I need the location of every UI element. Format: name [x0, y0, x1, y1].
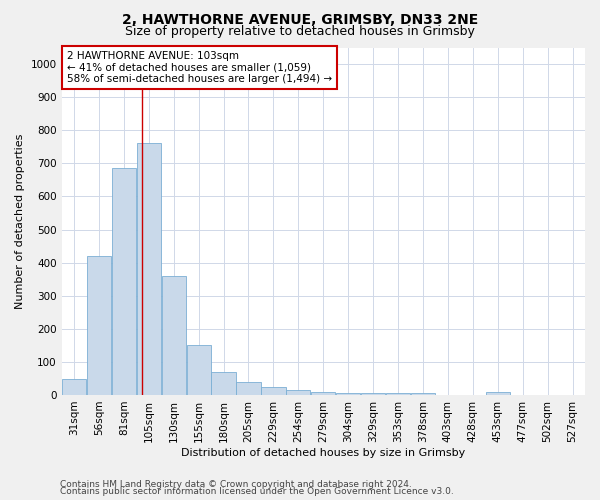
- Text: Contains public sector information licensed under the Open Government Licence v3: Contains public sector information licen…: [60, 488, 454, 496]
- X-axis label: Distribution of detached houses by size in Grimsby: Distribution of detached houses by size …: [181, 448, 466, 458]
- Bar: [411, 394, 435, 395]
- Y-axis label: Number of detached properties: Number of detached properties: [15, 134, 25, 309]
- Text: Contains HM Land Registry data © Crown copyright and database right 2024.: Contains HM Land Registry data © Crown c…: [60, 480, 412, 489]
- Bar: [262, 386, 286, 395]
- Bar: [187, 346, 211, 395]
- Bar: [286, 390, 310, 395]
- Bar: [236, 382, 260, 395]
- Bar: [386, 394, 410, 395]
- Bar: [137, 144, 161, 395]
- Bar: [311, 392, 335, 395]
- Bar: [161, 276, 186, 395]
- Bar: [336, 394, 360, 395]
- Bar: [112, 168, 136, 395]
- Bar: [361, 394, 385, 395]
- Bar: [485, 392, 510, 395]
- Text: 2, HAWTHORNE AVENUE, GRIMSBY, DN33 2NE: 2, HAWTHORNE AVENUE, GRIMSBY, DN33 2NE: [122, 12, 478, 26]
- Text: Size of property relative to detached houses in Grimsby: Size of property relative to detached ho…: [125, 25, 475, 38]
- Text: 2 HAWTHORNE AVENUE: 103sqm
← 41% of detached houses are smaller (1,059)
58% of s: 2 HAWTHORNE AVENUE: 103sqm ← 41% of deta…: [67, 51, 332, 84]
- Bar: [62, 379, 86, 395]
- Bar: [211, 372, 236, 395]
- Bar: [87, 256, 111, 395]
